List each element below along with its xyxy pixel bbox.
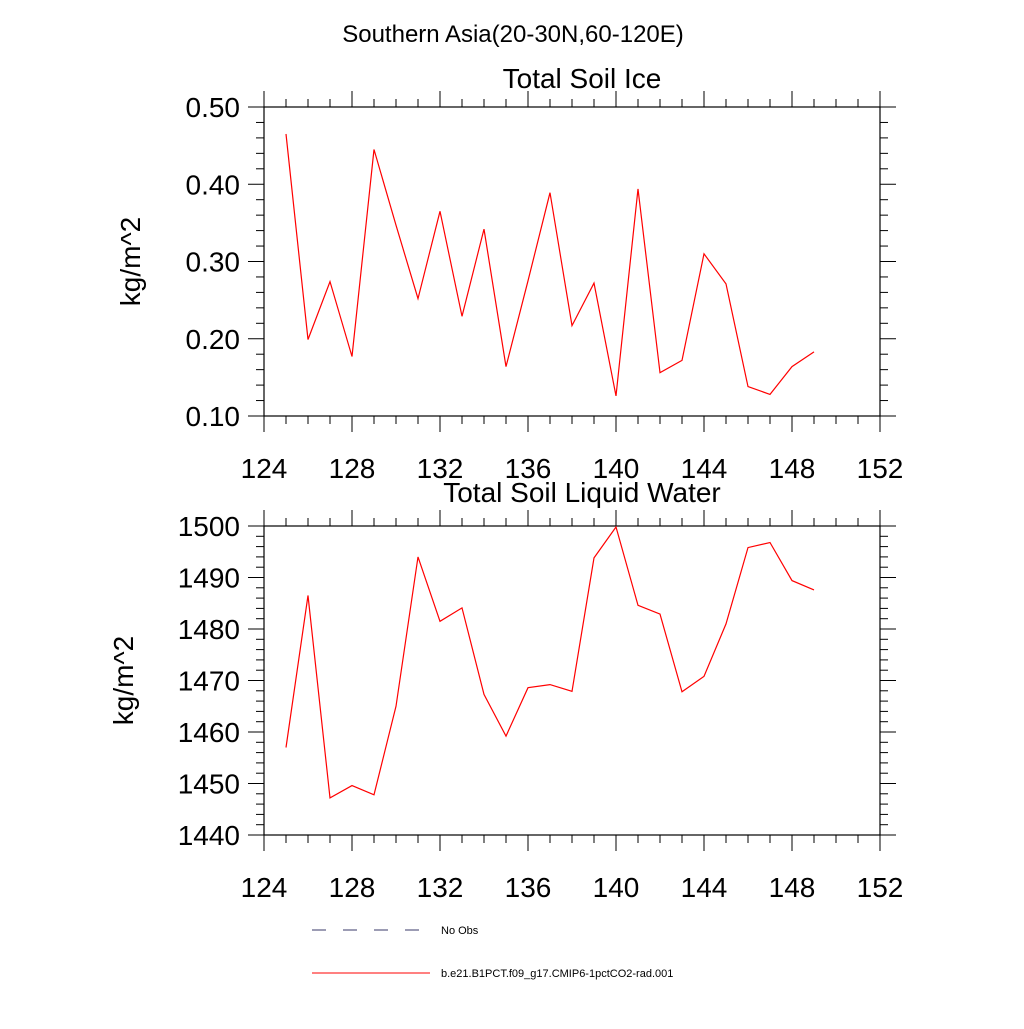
x-tick-label: 148 <box>769 453 816 484</box>
x-tick-label: 136 <box>505 453 552 484</box>
y-tick-label: 1450 <box>178 769 240 800</box>
y-tick-label: 1460 <box>178 717 240 748</box>
chart-legend: No Obs b.e21.B1PCT.f09_g17.CMIP6-1pctCO2-… <box>312 925 673 980</box>
y-tick-label: 1440 <box>178 820 240 851</box>
x-tick-label: 140 <box>593 453 640 484</box>
legend-label-1: No Obs <box>441 925 479 937</box>
plot-frame <box>263 106 881 417</box>
y-tick-label: 1490 <box>178 563 240 594</box>
y-tick-label: 1500 <box>178 511 240 542</box>
y-tick-label: 0.30 <box>186 247 241 278</box>
x-tick-label: 124 <box>241 453 288 484</box>
y-tick-label: 0.20 <box>186 324 241 355</box>
y-tick-label: 0.10 <box>186 401 241 432</box>
panel-title: Total Soil Liquid Water <box>443 477 721 508</box>
x-tick-label: 128 <box>329 453 376 484</box>
x-tick-label: 128 <box>329 872 376 903</box>
x-tick-label: 136 <box>505 872 552 903</box>
x-tick-label: 152 <box>857 453 904 484</box>
panel-title: Total Soil Ice <box>503 63 662 94</box>
x-tick-label: 148 <box>769 872 816 903</box>
x-tick-label: 124 <box>241 872 288 903</box>
series-line-1 <box>285 525 815 799</box>
x-tick-label: 140 <box>593 872 640 903</box>
x-tick-label: 144 <box>681 453 728 484</box>
y-tick-label: 1470 <box>178 666 240 697</box>
y-tick-label: 0.40 <box>186 169 241 200</box>
y-axis-label: kg/m^2 <box>115 217 146 306</box>
chart-panels: Total Soil Ice kg/m^2 0.10 0.20 0.30 0.40 0.50… <box>108 63 903 903</box>
figure-main-title: Southern Asia(20-30N,60-120E) <box>342 21 684 48</box>
axis-ticks <box>248 91 896 432</box>
x-tick-label: 152 <box>857 872 904 903</box>
y-tick-label: 1480 <box>178 614 240 645</box>
legend-label-2: b.e21.B1PCT.f09_g17.CMIP6-1pctCO2-rad.00… <box>441 968 673 980</box>
y-tick-label: 0.50 <box>186 92 241 123</box>
axis-ticks <box>248 510 896 851</box>
x-tick-label: 144 <box>681 872 728 903</box>
x-tick-label: 132 <box>417 453 464 484</box>
chart-panel-2: Total Soil Liquid Water kg/m^2 1440 1450 146… <box>108 477 903 903</box>
y-axis-label: kg/m^2 <box>108 636 139 725</box>
series-line-1 <box>285 133 815 397</box>
x-tick-label: 132 <box>417 872 464 903</box>
chart-panel-1: Total Soil Ice kg/m^2 0.10 0.20 0.30 0.40 0.50… <box>115 63 903 484</box>
